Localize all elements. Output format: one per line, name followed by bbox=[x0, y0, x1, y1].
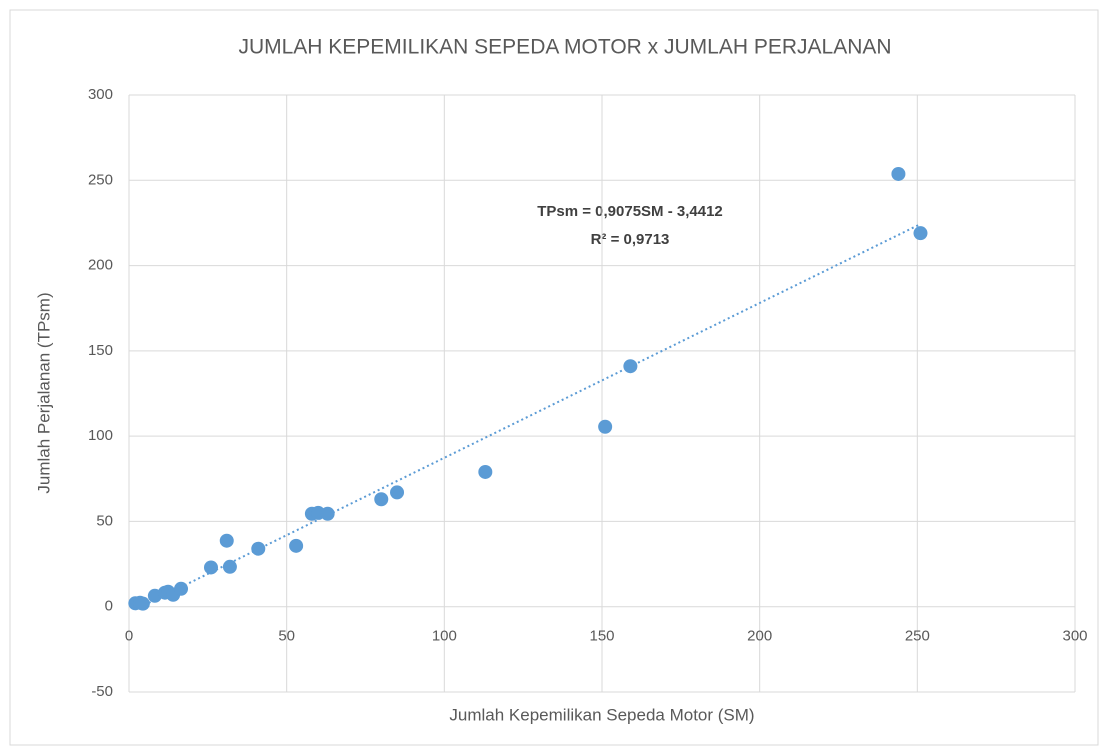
x-tick-label: 50 bbox=[278, 628, 295, 645]
y-tick-label: 250 bbox=[88, 171, 113, 188]
y-axis-label: Jumlah Perjalanan (TPsm) bbox=[34, 292, 53, 493]
equation-label: TPsm = 0,9075SM - 3,4412 bbox=[537, 203, 723, 220]
y-tick-label: 50 bbox=[96, 512, 113, 529]
data-point bbox=[891, 166, 906, 181]
chart-border bbox=[9, 9, 1099, 746]
y-tick-label: 0 bbox=[105, 598, 113, 615]
y-tick-label: 100 bbox=[88, 427, 113, 444]
chart-title: JUMLAH KEPEMILIKAN SEPEDA MOTOR x JUMLAH… bbox=[238, 36, 891, 59]
data-point bbox=[203, 560, 218, 575]
data-point bbox=[478, 464, 493, 479]
data-point bbox=[135, 596, 150, 611]
r-squared-label: R² = 0,9713 bbox=[591, 231, 670, 248]
x-tick-label: 200 bbox=[747, 628, 772, 645]
x-axis-label: Jumlah Kepemilikan Sepeda Motor (SM) bbox=[449, 705, 754, 724]
x-tick-label: 150 bbox=[589, 628, 614, 645]
data-point bbox=[222, 559, 237, 574]
data-point bbox=[219, 533, 234, 548]
y-tick-label: 150 bbox=[88, 342, 113, 359]
y-tick-label: 200 bbox=[88, 257, 113, 274]
y-tick-label: 300 bbox=[88, 86, 113, 103]
data-point bbox=[598, 419, 613, 434]
data-point bbox=[174, 581, 189, 596]
data-point bbox=[320, 506, 335, 521]
data-point bbox=[623, 359, 638, 374]
data-point bbox=[374, 492, 389, 507]
x-tick-label: 250 bbox=[905, 628, 930, 645]
data-point bbox=[390, 485, 405, 500]
x-tick-label: 100 bbox=[432, 628, 457, 645]
x-tick-label: 300 bbox=[1062, 628, 1087, 645]
x-tick-label: 0 bbox=[125, 628, 133, 645]
trendline bbox=[134, 223, 921, 611]
y-tick-label: -50 bbox=[91, 683, 113, 700]
data-point bbox=[913, 226, 928, 241]
data-point bbox=[289, 538, 304, 553]
data-point bbox=[251, 541, 266, 556]
